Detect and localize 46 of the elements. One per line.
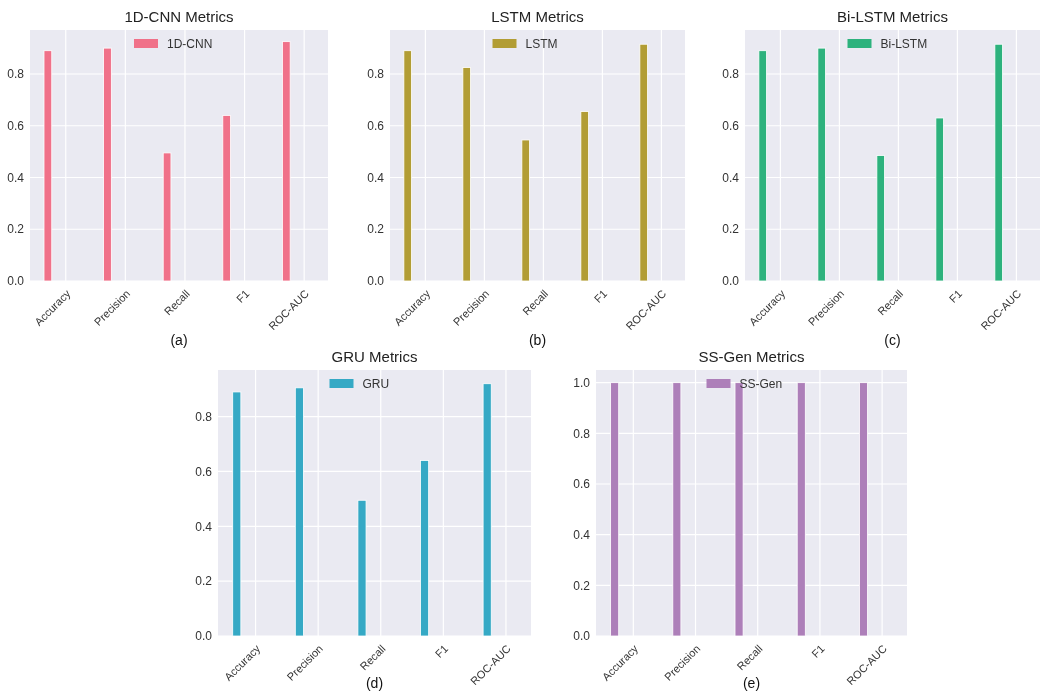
y-tick-label: 0.4 — [195, 519, 213, 534]
y-tick-label: 0.6 — [195, 464, 213, 479]
chart-title: SS-Gen Metrics — [698, 348, 805, 365]
y-tick-label: 0.2 — [573, 578, 591, 593]
y-tick-label: 0.4 — [722, 170, 740, 185]
y-tick-label: 0.8 — [573, 426, 591, 441]
chart-title: 1D-CNN Metrics — [124, 8, 234, 25]
text: (b) — [528, 332, 547, 348]
chart-title: LSTM Metrics — [491, 8, 584, 25]
y-tick-label: 0.8 — [367, 67, 385, 82]
chart-title: Bi-LSTM Metrics — [837, 8, 948, 25]
y-tick-label: 0.8 — [722, 67, 740, 82]
y-tick-label: 0.2 — [195, 574, 213, 589]
y-tick-label: 0.0 — [7, 274, 25, 289]
text: (a) — [170, 332, 188, 348]
y-tick-label: 0.4 — [367, 170, 385, 185]
y-tick-label: 0.2 — [722, 222, 740, 237]
y-tick-label: 0.4 — [7, 170, 25, 185]
y-tick-label: 0.0 — [195, 629, 213, 644]
legend-label: Bi-LSTM — [880, 37, 928, 52]
y-tick-label: 0.2 — [367, 222, 385, 237]
legend-label: 1D-CNN — [167, 37, 213, 52]
text: (e) — [742, 675, 761, 691]
y-tick-label: 0.6 — [367, 118, 385, 133]
y-tick-label: 0.0 — [722, 274, 740, 289]
text: (c) — [884, 332, 901, 348]
chart-title: GRU Metrics — [331, 348, 418, 365]
x-tick-label: F1 — [946, 287, 965, 305]
x-tick-label: F1 — [233, 287, 252, 305]
y-tick-label: 0.0 — [573, 629, 591, 644]
x-tick-label: F1 — [591, 287, 610, 305]
legend-label: SS-Gen — [739, 377, 783, 392]
y-tick-label: 0.6 — [573, 477, 591, 492]
y-tick-label: 0.6 — [722, 118, 740, 133]
legend-label: LSTM — [525, 37, 558, 52]
y-tick-label: 1.0 — [573, 375, 591, 390]
y-tick-label: 0.4 — [573, 527, 591, 542]
legend-label: GRU — [362, 377, 390, 392]
y-tick-label: 0.2 — [7, 222, 25, 237]
text: (d) — [365, 675, 384, 691]
y-tick-label: 0.8 — [7, 67, 25, 82]
x-tick-label: F1 — [432, 642, 451, 660]
x-tick-label: F1 — [809, 642, 827, 660]
y-tick-label: 0.8 — [195, 409, 213, 424]
y-tick-label: 0.6 — [7, 118, 25, 133]
y-tick-label: 0.0 — [367, 274, 385, 289]
